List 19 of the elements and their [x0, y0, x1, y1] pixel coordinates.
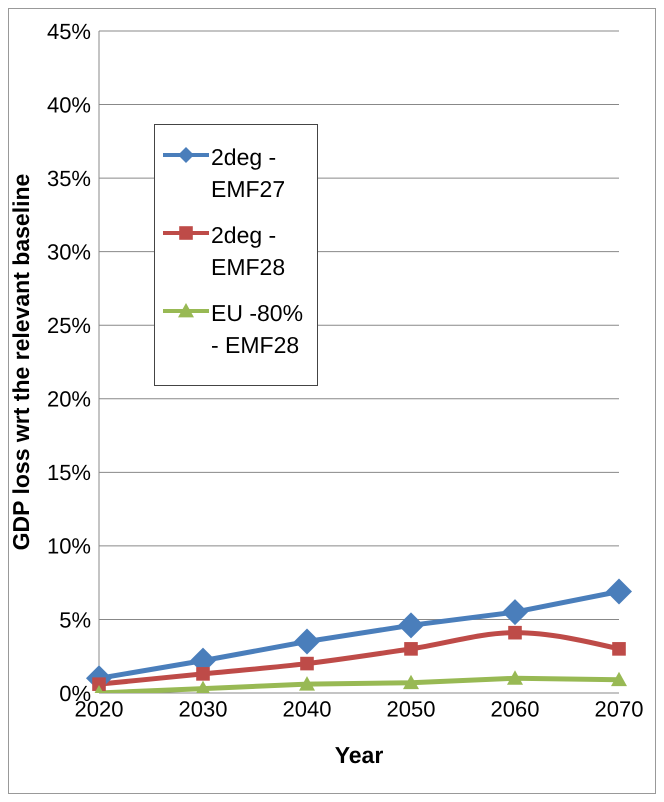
x-tick-label: 2030 — [178, 696, 228, 722]
legend-label: 2deg - EMF27 — [211, 143, 286, 204]
x-tick-label: 2040 — [282, 696, 332, 722]
y-tick-label: 35% — [46, 166, 91, 191]
x-tick-label: 2070 — [594, 696, 644, 722]
y-tick-label: 20% — [46, 386, 91, 412]
x-tick-label: 2060 — [490, 696, 540, 722]
y-tick-label: 45% — [46, 18, 91, 44]
y-tick-label: 5% — [59, 607, 91, 632]
x-axis-title: Year — [334, 742, 384, 768]
y-tick-label: 30% — [46, 239, 91, 264]
y-tick-label: 15% — [46, 460, 91, 486]
legend-label: EU -80% - EMF28 — [211, 299, 304, 360]
y-tick-label: 40% — [46, 92, 91, 118]
x-tick-label: 2050 — [386, 696, 436, 722]
y-tick-label: 10% — [46, 534, 91, 559]
legend-label: 2deg - EMF28 — [211, 221, 286, 282]
y-axis-title: GDP loss wrt the relevant baseline — [8, 174, 34, 550]
y-tick-label: 25% — [46, 313, 91, 338]
